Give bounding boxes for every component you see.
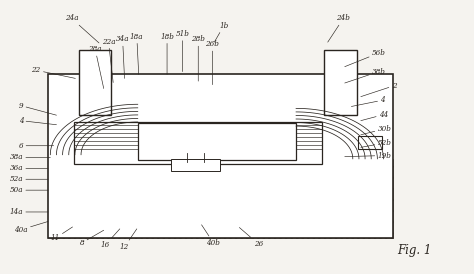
Text: Fig. 1: Fig. 1	[397, 244, 431, 257]
Bar	[48, 74, 393, 238]
Text: 6: 6	[18, 142, 54, 150]
Text: 56b: 56b	[345, 49, 386, 67]
Text: 52a: 52a	[9, 175, 48, 183]
Text: 22a: 22a	[101, 38, 115, 82]
Text: 22: 22	[31, 66, 75, 78]
Text: 28b: 28b	[191, 35, 205, 81]
Text: 24a: 24a	[65, 15, 99, 43]
Bar	[138, 123, 296, 160]
Text: 52b: 52b	[361, 139, 392, 147]
Text: 50a: 50a	[9, 186, 48, 194]
Text: 30b: 30b	[361, 125, 392, 135]
Text: 2: 2	[361, 82, 396, 97]
Text: 14a: 14a	[9, 208, 48, 216]
Text: 38b: 38b	[345, 68, 386, 83]
Text: 18a: 18a	[130, 33, 144, 74]
Bar	[74, 122, 322, 164]
Text: 1b: 1b	[214, 22, 228, 42]
Text: 19b: 19b	[345, 152, 392, 159]
Text: 36a: 36a	[9, 164, 48, 172]
Text: 26b: 26b	[206, 40, 219, 85]
Text: 11: 11	[50, 227, 73, 242]
Text: 8: 8	[80, 230, 104, 247]
Text: 40b: 40b	[201, 225, 220, 247]
Text: 26: 26	[239, 227, 263, 248]
Text: 34a: 34a	[116, 35, 129, 78]
Text: 4: 4	[18, 117, 56, 125]
Text: 28a: 28a	[89, 45, 104, 89]
Bar	[79, 50, 111, 115]
Text: 9: 9	[18, 102, 56, 115]
Text: 12: 12	[120, 229, 137, 251]
Text: 51b: 51b	[176, 30, 190, 72]
Text: 40a: 40a	[14, 221, 48, 234]
Bar	[324, 50, 356, 115]
Bar	[357, 136, 382, 149]
Text: 18b: 18b	[160, 33, 174, 74]
Text: 16: 16	[101, 229, 120, 249]
Bar	[48, 159, 393, 238]
Text: 38a: 38a	[9, 153, 50, 161]
Text: 44: 44	[361, 111, 388, 121]
Bar	[171, 159, 220, 171]
Text: 24b: 24b	[328, 15, 350, 42]
Text: 4: 4	[351, 96, 385, 107]
